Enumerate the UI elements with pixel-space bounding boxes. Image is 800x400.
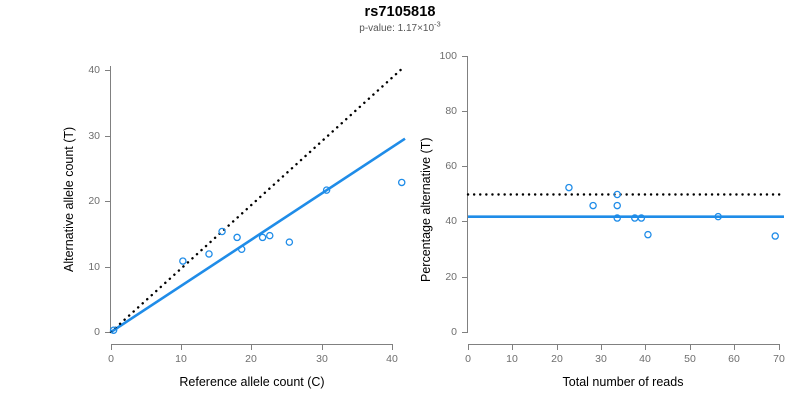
right-y-tick-20 (462, 277, 467, 278)
data-point (714, 212, 722, 221)
data-point (589, 201, 597, 210)
data-point (397, 178, 406, 187)
left-x-tick-0 (111, 345, 112, 350)
right-y-tick-0 (462, 332, 467, 333)
right-x-tick-label-0: 0 (465, 353, 471, 365)
series-identity-line (109, 64, 407, 334)
right-y-tick-label-40: 40 (445, 215, 457, 227)
right-x-axis-title: Total number of reads (562, 375, 684, 389)
right-y-tick-label-20: 20 (445, 271, 457, 283)
left-y-tick-label-0: 0 (94, 326, 100, 338)
right-x-tick-label-30: 30 (595, 353, 607, 365)
right-x-tick-label-20: 20 (551, 353, 563, 365)
left-y-tick-label-30: 30 (88, 130, 100, 142)
left-x-axis-line (111, 344, 393, 345)
left-plot-svg (109, 64, 407, 334)
left-y-tick-20 (105, 201, 110, 202)
left-y-axis-title: Alternative allele count (T) (62, 126, 76, 272)
pvalue-subtitle: p-value: 1.17×10-3 (0, 19, 800, 35)
data-point (771, 232, 779, 240)
left-x-tick-label-0: 0 (108, 353, 114, 365)
data-point (266, 231, 274, 240)
left-x-tick-20 (251, 345, 252, 350)
pvalue-text: p-value: 1.17×10 (359, 23, 435, 34)
right-x-axis-line (468, 344, 780, 345)
right-y-tick-80 (462, 111, 467, 112)
left-x-tick-10 (181, 345, 182, 350)
right-plot-svg (466, 183, 786, 240)
left-x-tick-40 (392, 345, 393, 350)
left-y-tick-label-20: 20 (88, 195, 100, 207)
right-x-tick-50 (690, 345, 691, 350)
data-point (258, 233, 267, 242)
left-x-tick-label-20: 20 (245, 353, 257, 365)
right-y-tick-label-80: 80 (445, 105, 457, 117)
left-y-tick-label-40: 40 (88, 64, 100, 76)
right-x-tick-30 (601, 345, 602, 350)
left-x-tick-label-40: 40 (386, 353, 398, 365)
right-y-tick-label-100: 100 (439, 50, 457, 62)
left-plot-area (109, 56, 407, 334)
left-y-axis-line (110, 66, 111, 333)
data-point (613, 214, 621, 222)
pvalue-exponent: -3 (434, 19, 441, 29)
right-y-tick-label-0: 0 (451, 326, 457, 338)
left-x-tick-30 (322, 345, 323, 350)
data-point (565, 183, 573, 192)
right-x-tick-60 (734, 345, 735, 350)
right-x-tick-20 (557, 345, 558, 350)
left-x-tick-label-30: 30 (316, 353, 328, 365)
right-x-tick-label-70: 70 (773, 353, 785, 365)
data-point (179, 257, 187, 265)
left-y-tick-0 (105, 332, 110, 333)
title-block: rs7105818 p-value: 1.17×10-3 (0, 4, 800, 35)
left-x-tick-label-10: 10 (175, 353, 187, 365)
data-point (205, 250, 213, 258)
right-y-tick-40 (462, 221, 467, 222)
data-point (644, 230, 652, 239)
left-x-axis-title: Reference allele count (C) (179, 375, 325, 389)
data-point (322, 186, 331, 194)
right-plot-area (466, 56, 786, 333)
data-point (237, 245, 246, 253)
right-y-tick-100 (462, 56, 467, 57)
right-x-tick-label-10: 10 (506, 353, 518, 365)
data-point (233, 233, 241, 242)
data-point (109, 326, 118, 334)
right-x-tick-0 (468, 345, 469, 350)
right-y-tick-label-60: 60 (445, 160, 457, 172)
left-scatter-panel: 0 10 20 30 40 0 10 20 30 40 Reference al… (62, 56, 407, 389)
left-y-tick-label-10: 10 (88, 261, 100, 273)
data-point (613, 201, 621, 210)
left-y-tick-30 (105, 136, 110, 137)
right-x-tick-40 (645, 345, 646, 350)
right-x-tick-label-40: 40 (639, 353, 651, 365)
data-point (637, 214, 646, 222)
right-x-tick-70 (779, 345, 780, 350)
data-point (285, 238, 294, 246)
data-point (218, 227, 226, 236)
left-y-tick-40 (105, 70, 110, 71)
right-x-tick-label-50: 50 (684, 353, 696, 365)
page-title: rs7105818 (364, 4, 436, 20)
right-y-tick-60 (462, 166, 467, 167)
data-point (613, 190, 621, 199)
right-y-axis-title: Percentage alternative (T) (419, 137, 433, 282)
right-x-tick-10 (512, 345, 513, 350)
series-regression-line (110, 137, 406, 334)
left-y-tick-10 (105, 267, 110, 268)
right-x-tick-label-60: 60 (728, 353, 740, 365)
right-scatter-panel: 0 20 40 60 80 100 0 10 20 30 40 50 60 70… (400, 0, 800, 400)
